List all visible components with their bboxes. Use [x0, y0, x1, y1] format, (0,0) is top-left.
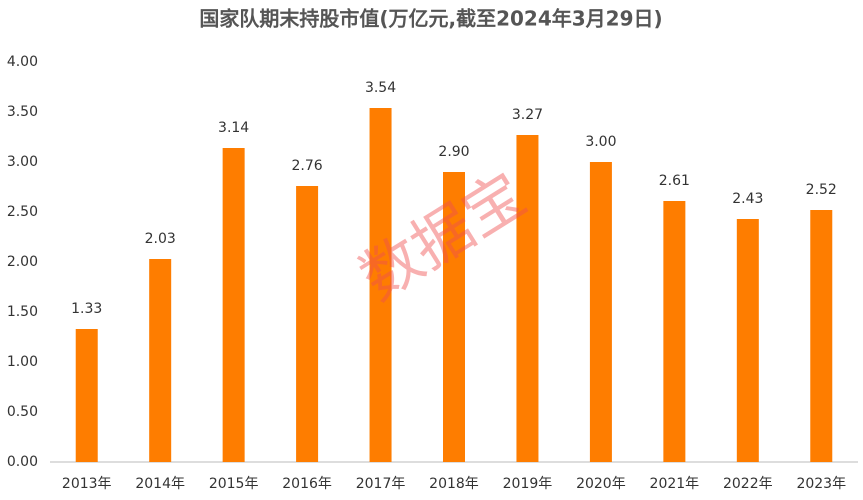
x-tick-label: 2019年: [503, 476, 553, 492]
x-tick-label: 2014年: [135, 476, 185, 492]
value-label: 1.33: [71, 301, 102, 317]
y-tick-label: 2.00: [7, 254, 38, 270]
y-tick-label: 1.50: [7, 304, 38, 320]
bar: [149, 259, 172, 462]
y-tick-label: 0.00: [7, 454, 38, 470]
bar: [222, 148, 245, 462]
value-label: 2.52: [806, 182, 837, 198]
bar: [810, 210, 833, 462]
y-tick-label: 2.50: [7, 204, 38, 220]
y-tick-label: 1.00: [7, 354, 38, 370]
value-label: 2.03: [145, 231, 176, 247]
x-tick-label: 2016年: [282, 476, 332, 492]
bar: [589, 162, 612, 462]
chart-title: 国家队期末持股市值(万亿元,截至2024年3月29日): [199, 7, 662, 31]
bar: [736, 219, 759, 462]
y-tick-label: 3.00: [7, 154, 38, 170]
value-label: 3.14: [218, 120, 249, 136]
value-label: 3.00: [585, 134, 616, 150]
value-label: 3.54: [365, 80, 396, 96]
y-tick-label: 3.50: [7, 104, 38, 120]
value-label: 3.27: [512, 107, 543, 123]
bar: [663, 201, 686, 462]
bar: [516, 135, 539, 462]
x-tick-label: 2021年: [650, 476, 700, 492]
bar: [296, 186, 319, 462]
y-tick-label: 0.50: [7, 404, 38, 420]
x-tick-label: 2023年: [796, 476, 846, 492]
x-tick-label: 2022年: [723, 476, 773, 492]
value-label: 2.90: [438, 144, 469, 160]
bar: [369, 108, 392, 462]
value-label: 2.76: [292, 158, 323, 174]
x-tick-label: 2015年: [209, 476, 259, 492]
value-label: 2.61: [659, 173, 690, 189]
x-tick-label: 2018年: [429, 476, 479, 492]
bar: [443, 172, 465, 462]
value-label: 2.43: [732, 191, 763, 207]
x-tick-label: 2013年: [62, 476, 112, 492]
y-tick-label: 4.00: [7, 54, 38, 70]
bar: [75, 329, 98, 462]
x-tick-label: 2017年: [356, 476, 406, 492]
x-tick-label: 2020年: [576, 476, 626, 492]
